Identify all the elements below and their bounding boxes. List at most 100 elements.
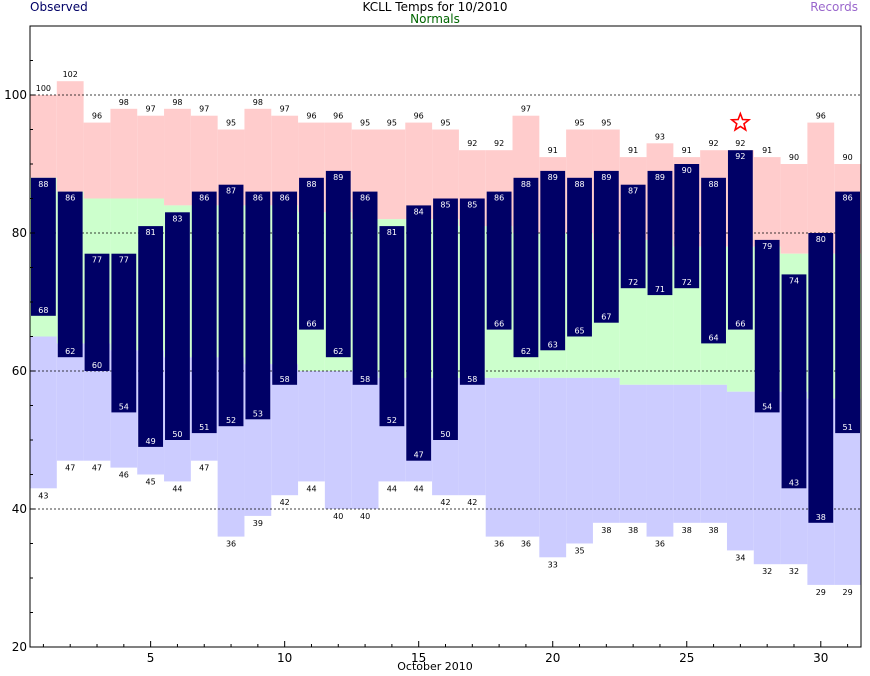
observed-bar <box>647 170 673 296</box>
observed-bar <box>57 191 83 358</box>
x-tick-label: 10 <box>277 651 292 665</box>
observed-high-label: 86 <box>360 194 370 203</box>
record-low-band <box>458 377 486 496</box>
record-low-label: 40 <box>360 512 370 521</box>
observed-low-label: 62 <box>521 347 531 356</box>
record-high-band <box>30 95 57 178</box>
observed-low-label: 72 <box>682 278 692 287</box>
record-low-band <box>646 384 674 537</box>
record-high-label: 91 <box>682 146 692 155</box>
record-high-label: 97 <box>146 105 156 114</box>
observed-bar <box>165 212 190 440</box>
observed-bar <box>540 170 566 351</box>
observed-high-label: 86 <box>253 194 263 203</box>
observed-high-label: 86 <box>280 194 290 203</box>
observed-high-label: 74 <box>789 276 799 285</box>
record-low-band <box>619 384 647 523</box>
observed-low-label: 68 <box>38 306 48 315</box>
y-tick-label: 100 <box>4 88 27 102</box>
record-low-label: 39 <box>253 519 263 528</box>
observed-high-label: 89 <box>601 173 611 182</box>
x-axis-label: October 2010 <box>397 660 473 673</box>
observed-bar <box>138 226 164 447</box>
record-high-band <box>110 108 138 199</box>
record-low-label: 47 <box>92 464 102 473</box>
observed-high-label: 88 <box>708 180 718 189</box>
record-high-band <box>164 108 191 206</box>
record-low-label: 36 <box>494 540 504 549</box>
record-low-band <box>512 377 540 537</box>
observed-high-label: 84 <box>414 207 424 216</box>
observed-low-label: 54 <box>119 402 129 411</box>
record-low-label: 38 <box>628 526 638 535</box>
observed-bar <box>674 164 700 289</box>
observed-low-label: 72 <box>628 278 638 287</box>
record-low-band <box>271 364 299 496</box>
record-low-label: 43 <box>38 491 48 500</box>
record-low-label: 44 <box>414 484 424 493</box>
observed-low-label: 63 <box>548 340 558 349</box>
value-labels-layer: 100 43 88 68 102 47 86 62 96 47 77 60 98 46 77 54 97 45 81… <box>36 70 853 597</box>
record-low-band <box>351 371 379 509</box>
observed-low-label: 65 <box>574 327 584 336</box>
observed-high-label: 88 <box>521 180 531 189</box>
observed-bar <box>727 150 753 330</box>
record-high-label: 92 <box>494 139 504 148</box>
record-high-label: 95 <box>440 119 450 128</box>
observed-bar <box>245 191 271 420</box>
y-tick-label: 80 <box>12 226 27 240</box>
observed-high-label: 83 <box>172 214 182 223</box>
record-low-label: 29 <box>816 588 826 597</box>
observed-bar <box>808 233 834 523</box>
observed-high-label: 81 <box>387 228 397 237</box>
record-high-band <box>83 122 111 199</box>
record-high-label: 91 <box>628 146 638 155</box>
observed-bar <box>111 253 137 413</box>
observed-bar <box>272 191 298 385</box>
record-low-band <box>673 384 701 523</box>
observed-bar <box>406 205 432 461</box>
observed-low-label: 60 <box>92 361 102 370</box>
record-high-label: 95 <box>226 119 236 128</box>
observed-high-label: 77 <box>119 256 129 265</box>
record-low-label: 38 <box>601 526 611 535</box>
record-high-label: 96 <box>414 112 424 121</box>
record-low-label: 36 <box>226 540 236 549</box>
record-low-label: 36 <box>655 540 665 549</box>
observed-bar <box>325 170 351 358</box>
record-high-label: 97 <box>280 105 290 114</box>
observed-low-label: 49 <box>146 437 156 446</box>
record-low-label: 40 <box>333 512 343 521</box>
record-low-label: 44 <box>306 484 316 493</box>
observed-low-label: 66 <box>494 320 504 329</box>
record-low-label: 32 <box>789 567 799 576</box>
record-high-label: 91 <box>762 146 772 155</box>
record-low-band <box>726 391 754 551</box>
record-low-band <box>753 391 781 565</box>
x-tick-label: 5 <box>147 651 155 665</box>
observed-high-label: 88 <box>38 180 48 189</box>
observed-high-label: 86 <box>494 194 504 203</box>
record-low-label: 42 <box>280 498 290 507</box>
observed-high-label: 87 <box>226 187 236 196</box>
observed-bar <box>218 184 244 427</box>
observed-high-label: 90 <box>682 166 692 175</box>
y-tick-label: 40 <box>12 502 27 516</box>
record-low-label: 34 <box>735 553 745 562</box>
record-low-label: 47 <box>65 464 75 473</box>
record-low-label: 44 <box>387 484 397 493</box>
observed-low-label: 51 <box>843 423 853 432</box>
record-high-band <box>807 122 835 254</box>
observed-bar <box>433 198 458 440</box>
record-high-band <box>244 108 272 206</box>
record-low-label: 47 <box>199 464 209 473</box>
observed-high-label: 80 <box>816 235 826 244</box>
record-star-icon <box>729 111 752 132</box>
record-high-band <box>405 122 433 220</box>
observed-high-label: 86 <box>843 194 853 203</box>
record-low-label: 32 <box>762 567 772 576</box>
record-high-label: 92 <box>467 139 477 148</box>
y-tick-label: 60 <box>12 364 27 378</box>
observed-high-label: 89 <box>548 173 558 182</box>
